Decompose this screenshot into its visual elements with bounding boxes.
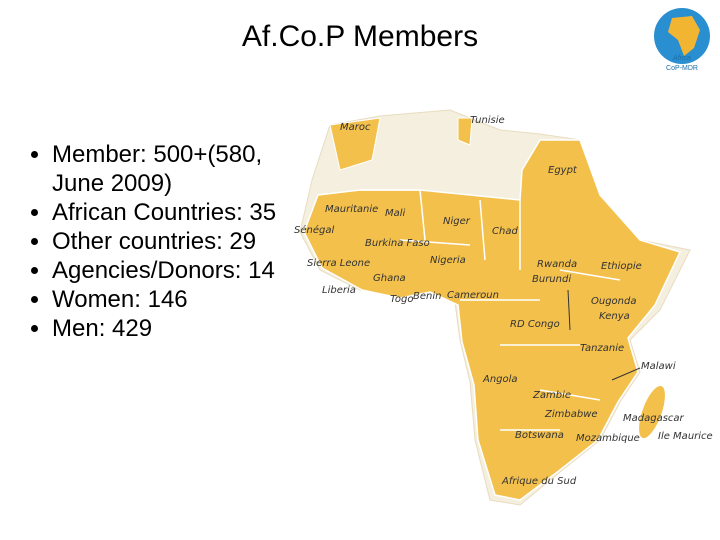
bullet-item: Men: 429 xyxy=(52,314,312,343)
country-label: Zambie xyxy=(532,390,571,401)
country-label: Mozambique xyxy=(576,433,640,444)
country-label: Niger xyxy=(443,216,471,227)
country-label: Tanzanie xyxy=(580,343,624,354)
member-countries xyxy=(303,139,682,501)
country-label: Togo xyxy=(390,294,413,305)
country-label: Burkina Faso xyxy=(365,238,430,249)
country-label: Kenya xyxy=(599,311,630,322)
logo-continent xyxy=(668,16,700,56)
bullet-item: Other countries: 29 xyxy=(52,227,312,256)
country-label: Sierra Leone xyxy=(307,258,370,269)
member-country xyxy=(329,117,381,171)
country-label: Ougonda xyxy=(591,296,637,307)
country-label: Ethiopie xyxy=(601,261,642,272)
country-label: RD Congo xyxy=(510,319,560,330)
country-label: Angola xyxy=(482,374,518,385)
continent xyxy=(299,109,691,506)
pointer xyxy=(567,289,571,331)
country-label: Benin xyxy=(413,291,441,302)
bullet-item: Women: 146 xyxy=(52,285,312,314)
borders xyxy=(360,189,621,431)
country-label: Nigeria xyxy=(430,255,466,266)
country-label: Botswana xyxy=(515,430,564,441)
country-label: Zimbabwe xyxy=(544,409,598,420)
logo: Africa CoP-MDR xyxy=(654,8,710,72)
logo-text: Africa xyxy=(672,55,691,62)
country-label: Sénégal xyxy=(294,224,334,236)
map-labels: Maroc Tunisie Egypt Mauritanie Mali Niger Chad… xyxy=(294,115,713,487)
country-label: Afrique du Sud xyxy=(501,476,577,487)
logo-text: CoP-MDR xyxy=(666,65,698,72)
country-label: Burundi xyxy=(532,274,571,285)
pointer xyxy=(611,367,641,381)
bullet-item: African Countries: 35 xyxy=(52,198,312,227)
country-label: Mauritanie xyxy=(325,204,378,215)
country-label: Maroc xyxy=(340,122,371,133)
member-country xyxy=(457,117,473,146)
country-label: Liberia xyxy=(322,285,356,296)
madagascar xyxy=(638,384,666,440)
country-label: Mali xyxy=(385,208,406,219)
country-label: Egypt xyxy=(548,165,578,176)
bullet-list: Member: 500+(580, June 2009)African Coun… xyxy=(22,140,312,343)
country-label: Ghana xyxy=(373,273,406,284)
country-label: Malawi xyxy=(641,361,676,372)
country-label: Cameroun xyxy=(447,290,499,301)
bullet-item: Member: 500+(580, June 2009) xyxy=(52,140,312,198)
country-label: Ile Maurice xyxy=(658,431,713,442)
country-label: Tunisie xyxy=(470,115,505,126)
country-label: Madagascar xyxy=(623,413,685,424)
country-label: Chad xyxy=(492,226,518,237)
country-label: Rwanda xyxy=(537,259,577,270)
bullet-item: Agencies/Donors: 14 xyxy=(52,256,312,285)
title: Af.Co.P Members xyxy=(241,20,479,53)
